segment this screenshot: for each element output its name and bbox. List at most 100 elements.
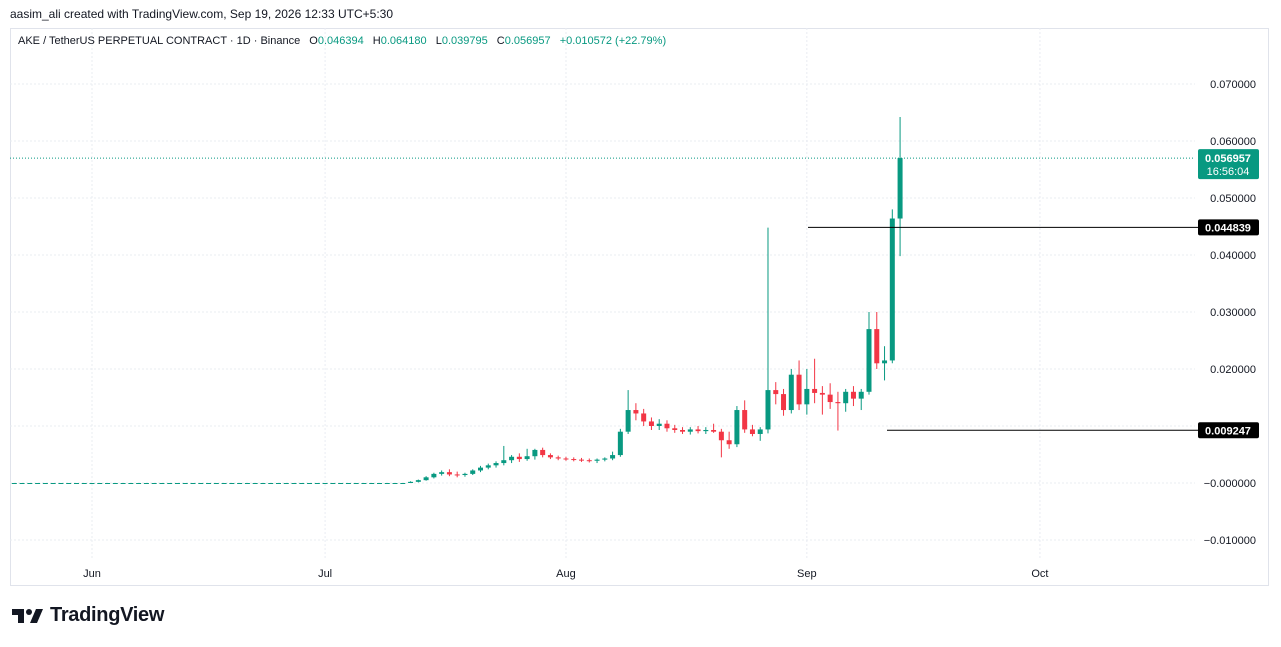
change-value: +0.010572 (+22.79%) (559, 35, 667, 47)
candle-body (532, 449, 538, 457)
close-label: C (496, 35, 505, 47)
candle-body (672, 428, 678, 430)
open-value: 0.046394 (317, 35, 364, 47)
horizontal-lines: 0.044839 0.009247 (808, 219, 1259, 439)
high-value: 0.064180 (380, 35, 427, 47)
candle-body (734, 410, 740, 445)
candle-body (174, 483, 180, 484)
price-axis-label: 0.070000 (1210, 79, 1256, 91)
candle-body (664, 423, 670, 429)
candle-body (509, 456, 515, 461)
candle-body (112, 483, 118, 484)
candle-body (796, 374, 802, 405)
candle-body (648, 421, 654, 426)
tradingview-logo[interactable]: TradingView (10, 604, 164, 627)
candle-body (229, 483, 235, 484)
candle-body (485, 465, 491, 468)
candle-body (159, 483, 165, 484)
candle-body (819, 392, 825, 395)
candle-body (361, 483, 367, 484)
time-axis-label-oct: Oct (1031, 568, 1048, 580)
horizontal-line-label: 0.044839 (1205, 222, 1251, 234)
low-label: L (435, 35, 442, 47)
symbol-legend: AKE / TetherUS PERPETUAL CONTRACT · 1D ·… (18, 35, 666, 47)
low-value: 0.039795 (441, 35, 488, 47)
price-axis-label: 0.060000 (1210, 136, 1256, 148)
chart-caption: aasim_ali created with TradingView.com, … (10, 7, 394, 21)
candle-body (571, 459, 577, 461)
candle-body (749, 429, 755, 434)
candle-body (190, 483, 196, 484)
candle-body (97, 483, 103, 484)
candle-body (625, 410, 631, 432)
close-value: 0.056957 (504, 35, 551, 47)
price-axis-label: 0.050000 (1210, 193, 1256, 205)
candle-body (167, 483, 173, 484)
candle-body (843, 391, 849, 404)
candle-body (268, 483, 274, 484)
horizontal-line-label-bg (1198, 422, 1259, 439)
candle-body (641, 413, 647, 422)
candle-body (594, 459, 600, 461)
candle-body (73, 483, 79, 484)
horizontal-line-label-bg (1198, 219, 1259, 236)
candle-body (384, 483, 390, 484)
candle-body (478, 467, 483, 471)
candle-body (804, 388, 810, 405)
candle-body (516, 456, 522, 460)
candle-body (408, 481, 414, 483)
candle-body (213, 483, 219, 484)
candle-body (610, 455, 616, 459)
candle-body (773, 390, 779, 395)
candle-body (501, 460, 507, 464)
candle-body (283, 483, 289, 484)
candle-body (579, 459, 585, 461)
candle-body (882, 360, 888, 364)
chart-grid (10, 28, 1195, 558)
candle-body (602, 458, 608, 460)
candle-body (781, 394, 787, 411)
candle-body (322, 483, 328, 484)
candle-body (835, 402, 841, 404)
time-axis-label-jun: Jun (83, 568, 101, 580)
candle-body (400, 483, 406, 484)
candle-body (260, 483, 266, 484)
candle-body (143, 483, 149, 484)
candles (10, 117, 1195, 484)
candle-body (703, 429, 709, 432)
candle-body (206, 483, 212, 484)
candle-body (547, 455, 553, 458)
time-axis-label-jul: Jul (318, 568, 332, 580)
candle-body (454, 474, 460, 476)
candle-body (423, 477, 429, 481)
tradingview-logo-text: TradingView (50, 604, 165, 626)
candle-body (788, 374, 794, 411)
current-price-tag (1198, 149, 1259, 180)
candle-body (237, 483, 243, 484)
candle-body (307, 483, 313, 484)
candle-body (431, 473, 437, 478)
candle-body (353, 483, 359, 484)
candle-body (897, 158, 903, 219)
candle-body (415, 480, 421, 482)
candle-body (27, 483, 33, 484)
candle-body (81, 483, 87, 484)
candle-body (244, 483, 250, 484)
candle-body (299, 483, 305, 484)
candle-body (89, 483, 95, 484)
chart-pane[interactable] (10, 28, 1269, 586)
candle-body (563, 458, 569, 460)
time-axis-label-sep: Sep (797, 568, 817, 580)
candle-body (757, 429, 763, 434)
candle-body (555, 457, 561, 459)
open-label: O (309, 35, 318, 47)
price-axis-label: −0.010000 (1204, 535, 1256, 547)
candle-body (827, 394, 833, 403)
candle-body (765, 390, 771, 430)
candle-body (120, 483, 126, 484)
candle-body (711, 429, 717, 432)
price-axis-label: −0.000000 (1204, 478, 1256, 490)
candle-body (376, 483, 382, 484)
candle-body (742, 410, 748, 430)
